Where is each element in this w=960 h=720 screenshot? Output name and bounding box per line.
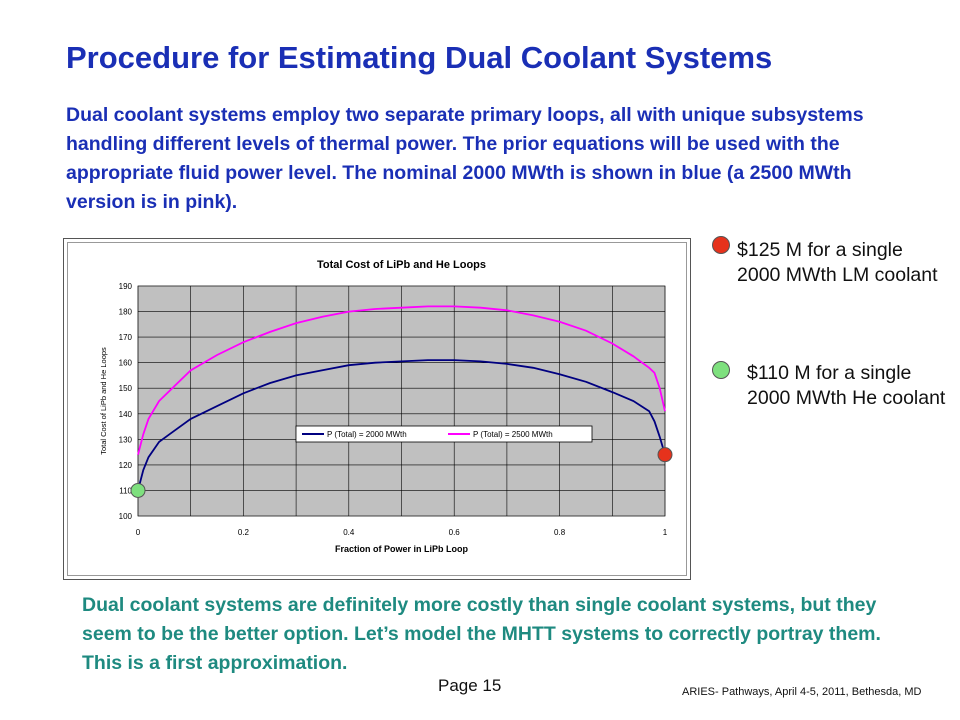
- cost-chart: 100 110 120 130 140 150 160 170 180 190 0 0.2 0.4 0.6…: [99, 259, 673, 554]
- legend-label: P (Total) = 2000 MWth: [327, 430, 407, 439]
- x-tick-label: 0.4: [343, 528, 355, 537]
- chart-frame: 100 110 120 130 140 150 160 170 180 190 0 0.2 0.4 0.6…: [63, 238, 691, 580]
- y-tick-label: 180: [119, 308, 133, 317]
- y-axis-label: Total Cost of LiPb and He Loops: [99, 347, 108, 455]
- summary-text: Dual coolant systems are definitely more…: [82, 594, 881, 674]
- y-tick-label: 120: [119, 461, 133, 470]
- y-tick-label: 160: [119, 359, 133, 368]
- series-line-1: [137, 359, 666, 491]
- endpoint-marker: [657, 447, 673, 463]
- y-tick-label: 150: [119, 384, 133, 393]
- x-tick-label: 1: [663, 528, 668, 537]
- x-axis-label: Fraction of Power in LiPb Loop: [335, 544, 468, 554]
- x-tick-label: 0.2: [238, 528, 250, 537]
- series-line-2: [137, 305, 666, 455]
- slide-title: Procedure for Estimating Dual Coolant Sy…: [66, 40, 773, 75]
- y-tick-label: 130: [119, 435, 133, 444]
- x-tick-label: 0.6: [449, 528, 461, 537]
- legend-box: [295, 425, 593, 443]
- footer-note: ARIES- Pathways, April 4-5, 2011, Bethes…: [682, 686, 922, 698]
- chart-title: Total Cost of LiPb and He Loops: [317, 259, 486, 271]
- intro-text: Dual coolant systems employ two separate…: [66, 104, 864, 213]
- red-marker-icon: [712, 236, 730, 254]
- x-tick-label: 0.8: [554, 528, 566, 537]
- y-tick-label: 170: [119, 333, 133, 342]
- y-tick-label: 110: [119, 486, 132, 495]
- y-tick-label: 100: [119, 512, 133, 521]
- page-number: Page 15: [438, 676, 502, 695]
- callout-lm-coolant: $125 M for a single 2000 MWth LM coolant: [737, 239, 938, 286]
- endpoint-marker: [130, 482, 146, 498]
- callout-he-coolant: $110 M for a single 2000 MWth He coolant: [747, 362, 946, 409]
- x-tick-label: 0: [136, 528, 141, 537]
- green-marker-icon: [712, 361, 730, 379]
- y-tick-label: 190: [119, 282, 133, 291]
- y-tick-label: 140: [119, 410, 133, 419]
- legend-label: P (Total) = 2500 MWth: [473, 430, 553, 439]
- chart-inner-frame: 100 110 120 130 140 150 160 170 180 190 0 0.2 0.4 0.6…: [67, 242, 687, 576]
